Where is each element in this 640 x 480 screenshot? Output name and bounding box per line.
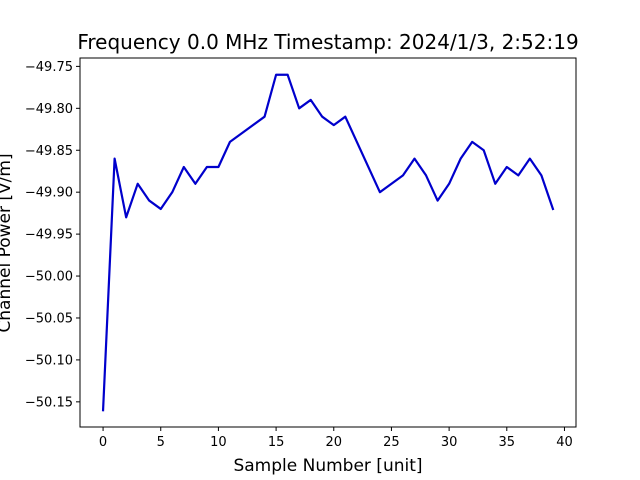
y-tick-label: −49.90 xyxy=(25,186,73,201)
x-axis-label: Sample Number [unit] xyxy=(233,456,422,476)
x-tick-label: 5 xyxy=(157,435,165,450)
y-tick-label: −49.75 xyxy=(25,60,73,75)
y-tick-label: −50.10 xyxy=(25,353,73,368)
x-tick-label: 0 xyxy=(99,435,107,450)
y-tick-label: −50.15 xyxy=(25,395,73,410)
x-tick-label: 40 xyxy=(556,435,573,450)
x-tick-label: 20 xyxy=(325,435,342,450)
plot-frame xyxy=(79,57,577,428)
chart-title: Frequency 0.0 MHz Timestamp: 2024/1/3, 2… xyxy=(77,30,578,54)
y-axis-label: Channel Power [V/m] xyxy=(0,153,15,332)
x-tick-label: 10 xyxy=(210,435,227,450)
plot-area: 0 5 10 15 20 25 30 35 40 −50.15 −50.10 −50.05 −50.00… xyxy=(25,57,577,450)
x-tick-label: 30 xyxy=(441,435,458,450)
y-tick-label: −50.00 xyxy=(25,270,73,285)
series-line xyxy=(101,73,555,412)
y-tick-label: −49.95 xyxy=(25,228,73,243)
x-tick-label: 25 xyxy=(383,435,400,450)
x-tick-label: 35 xyxy=(499,435,516,450)
y-tick-label: −49.85 xyxy=(25,144,73,159)
x-tick-label: 15 xyxy=(268,435,285,450)
y-tick-label: −49.80 xyxy=(25,102,73,117)
y-tick-label: −50.05 xyxy=(25,311,73,326)
